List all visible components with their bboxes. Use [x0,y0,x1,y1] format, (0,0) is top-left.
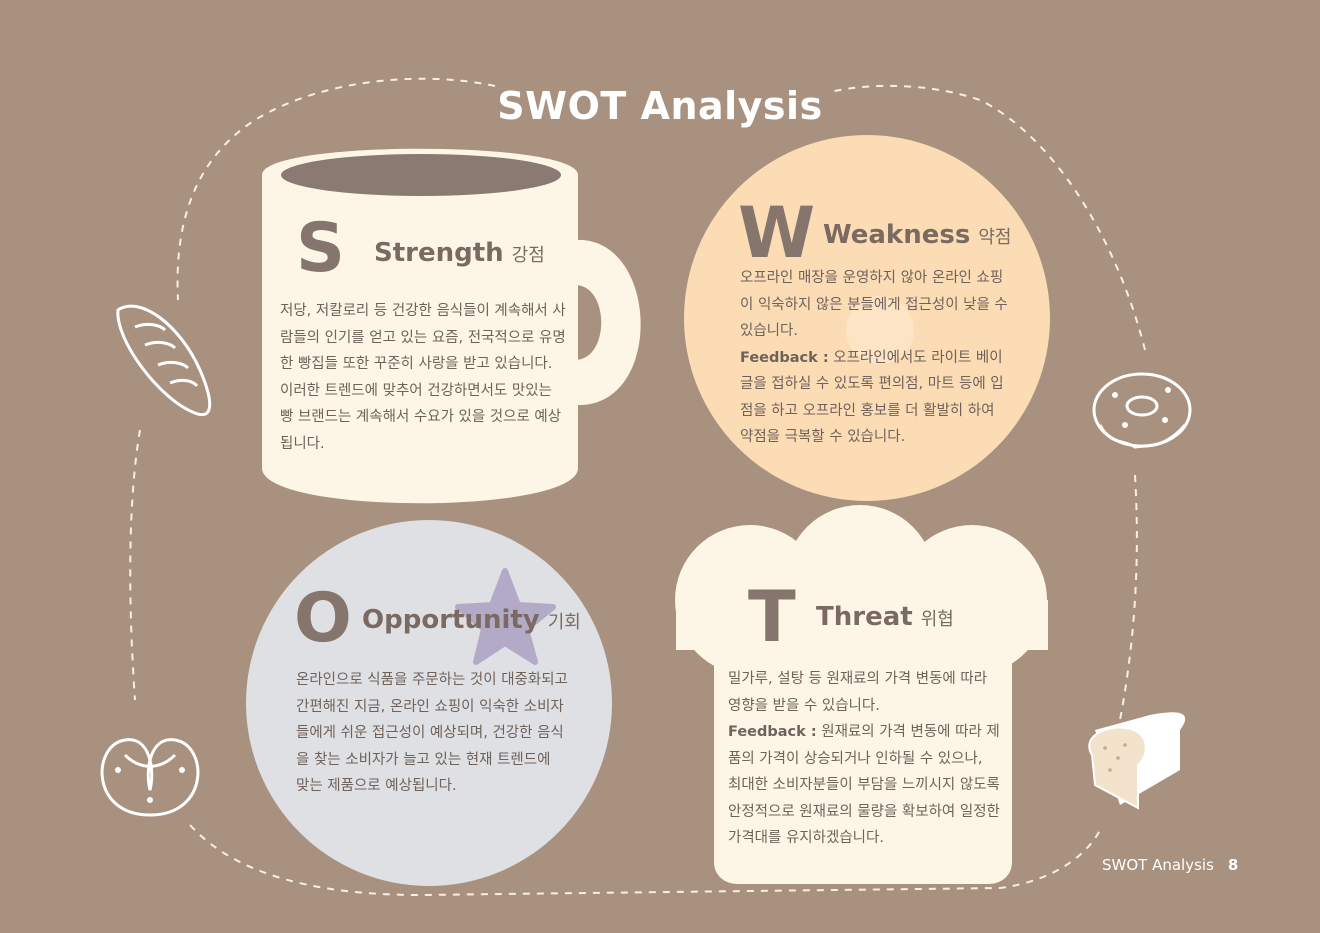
strength-body: 저당, 저칼로리 등 건강한 음식들이 계속해서 사람들의 인기를 얻고 있는 … [280,303,566,452]
weakness-feedback-text: 오프라인에서도 라이트 베이글을 접하실 수 있도록 편의점, 마트 등에 입점… [740,349,1004,446]
page-footer: SWOT Analysis 8 [1102,856,1238,874]
threat-heading-ko: 위협 [920,609,954,630]
opportunity-heading: Opportunity 기회 [362,605,581,635]
strength-heading: Strength 강점 [374,238,545,268]
threat-letter: T [748,576,796,658]
opportunity-heading-en: Opportunity [362,605,540,635]
page-number: 8 [1227,856,1239,874]
weakness-heading-en: Weakness [823,220,971,250]
pretzel-icon [100,738,200,817]
opportunity-letter: O [294,579,352,658]
mug-coffee [281,154,561,196]
bread-icon [1088,712,1186,810]
threat-heading-en: Threat [816,602,913,632]
strength-heading-ko: 강점 [511,245,545,266]
threat-text: 밀가루, 설탕 등 원재료의 가격 변동에 따라 영향을 받을 수 있습니다. [728,671,988,714]
weakness-heading-ko: 약점 [978,227,1012,248]
threat-feedback: Feedback : 원재료의 가격 변동에 따라 제품의 가격이 상승되거나 … [728,719,1000,852]
weakness-heading: Weakness 약점 [823,220,1011,250]
chef-hat [675,505,1048,884]
strength-heading-en: Strength [374,238,504,268]
mug-handle [575,239,641,406]
weakness-body: 오프라인 매장을 운영하지 않아 온라인 쇼핑이 익숙하지 않은 분들에게 접근… [740,265,1012,451]
threat-body: 밀가루, 설탕 등 원재료의 가격 변동에 따라 영향을 받을 수 있습니다. … [728,666,1000,852]
baguette-icon [116,304,212,417]
threat-heading: Threat 위협 [816,602,954,632]
strength-letter: S [296,209,345,288]
donut-icon [1092,372,1192,449]
mug-body [262,148,578,504]
weakness-feedback: Feedback : 오프라인에서도 라이트 베이글을 접하실 수 있도록 편의… [740,345,1012,451]
threat-feedback-text: 원재료의 가격 변동에 따라 제품의 가격이 상승되거나 인하될 수 있으나, … [728,724,1000,846]
opportunity-heading-ko: 기회 [547,612,581,633]
dashed-border [129,77,1146,897]
page-title: SWOT Analysis [497,84,823,128]
threat-feedback-label: Feedback : [728,724,817,740]
opportunity-body: 온라인으로 식품을 주문하는 것이 대중화되고 간편해진 지금, 온라인 쇼핑이… [296,672,568,794]
footer-label: SWOT Analysis [1102,856,1214,874]
weakness-text: 오프라인 매장을 운영하지 않아 온라인 쇼핑이 익숙하지 않은 분들에게 접근… [740,270,1008,339]
star-shape [455,568,556,665]
weakness-letter: W [738,192,816,274]
weakness-feedback-label: Feedback : [740,349,829,366]
